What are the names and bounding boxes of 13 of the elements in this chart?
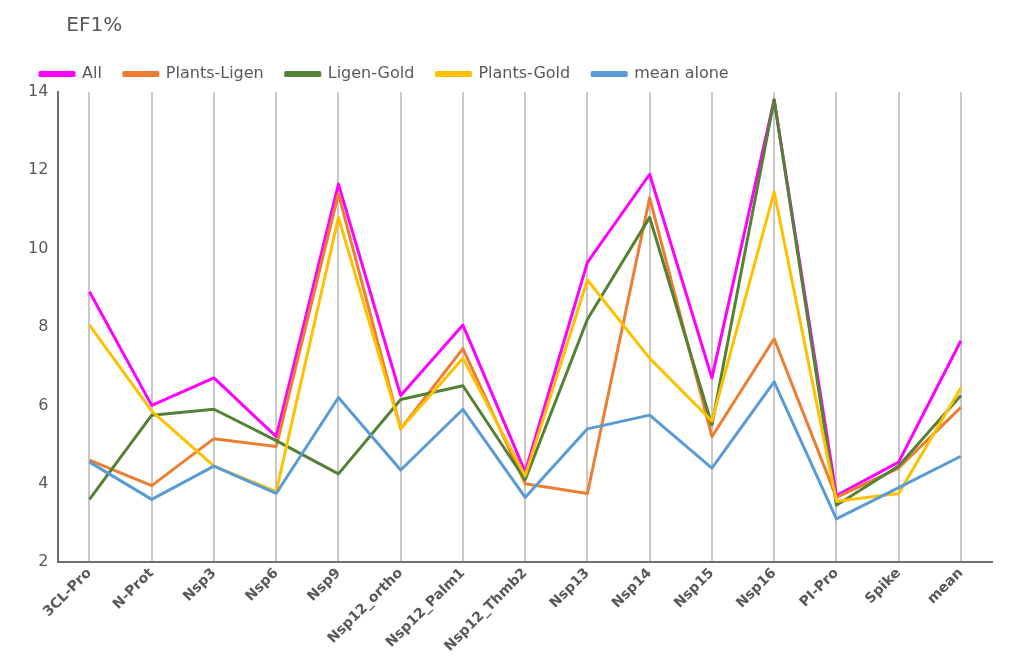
y-tick-label: 8 xyxy=(38,316,49,336)
y-tick-label: 2 xyxy=(38,551,49,571)
legend-label: Ligen-Gold xyxy=(327,63,415,83)
legend-label: Plants-Ligen xyxy=(165,63,264,83)
y-tick-label: 12 xyxy=(28,159,49,179)
legend-label: All xyxy=(82,63,102,83)
y-tick-label: 6 xyxy=(38,394,49,414)
legend-label: mean alone xyxy=(634,63,729,83)
legend-label: Plants-Gold xyxy=(478,63,571,83)
y-axis-title: EF1% xyxy=(66,12,123,37)
y-tick-label: 14 xyxy=(28,81,49,101)
y-tick-label: 10 xyxy=(28,237,49,257)
y-tick-label: 4 xyxy=(38,472,49,492)
